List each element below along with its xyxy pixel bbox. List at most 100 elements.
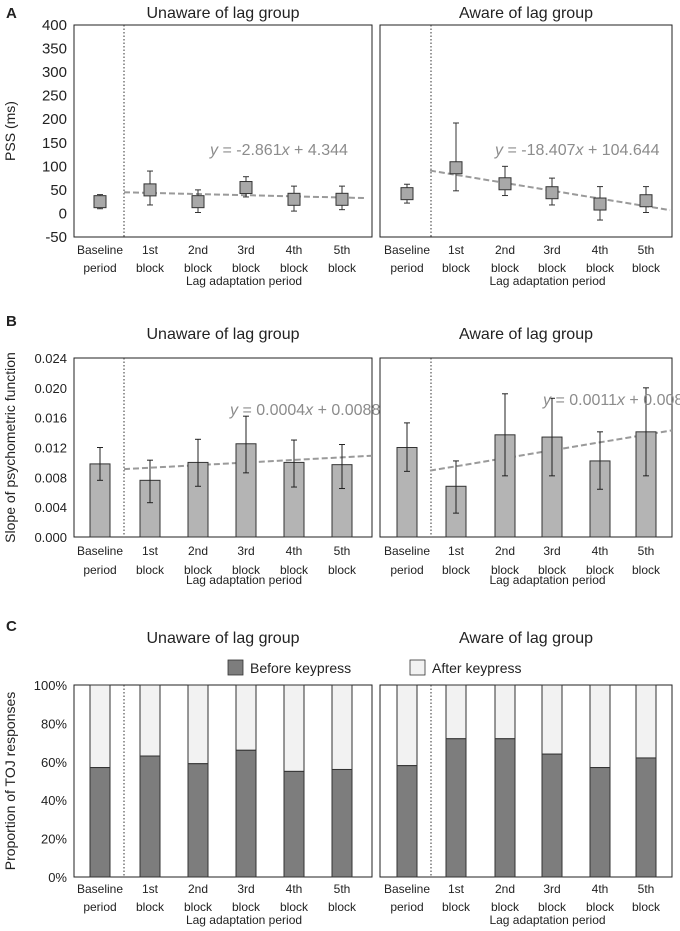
panel-label-C: C	[6, 618, 17, 635]
y-tick-label: 80%	[41, 716, 67, 731]
bar-before-keypress	[494, 738, 516, 878]
data-point	[239, 181, 253, 195]
y-axis-label: PSS (ms)	[2, 101, 18, 161]
x-axis-label: Lag adaptation period	[186, 573, 302, 587]
equation-part: x	[281, 142, 291, 159]
x-tick-label: block	[136, 261, 165, 275]
chart-title: Unaware of lag group	[147, 5, 300, 22]
y-tick-label: -50	[45, 229, 67, 246]
x-tick-label: 4th	[286, 544, 303, 558]
equation-part: = -18.407	[503, 142, 576, 159]
plot-frame	[379, 24, 673, 238]
bar-before-keypress	[396, 765, 418, 878]
x-tick-label: 2nd	[188, 882, 208, 896]
x-tick-label: block	[586, 261, 615, 275]
y-tick-label: 60%	[41, 755, 67, 770]
y-tick-label: 350	[42, 41, 67, 58]
x-tick-label: Baseline	[77, 544, 123, 558]
x-tick-label: 2nd	[495, 243, 515, 257]
x-tick-label: period	[390, 900, 423, 914]
x-axis-label: Lag adaptation period	[489, 573, 605, 587]
x-tick-label: Baseline	[384, 882, 430, 896]
bar-before-keypress	[235, 749, 257, 878]
trend-equation: y = 0.0004x + 0.0088	[229, 402, 380, 419]
equation-part: + 0.0088	[313, 402, 380, 419]
x-tick-label: 5th	[638, 243, 655, 257]
x-tick-label: block	[442, 261, 471, 275]
x-tick-label: block	[538, 563, 567, 577]
chart-title: Unaware of lag group	[147, 630, 300, 647]
data-point	[191, 195, 205, 209]
legend-swatch-after	[409, 659, 426, 676]
x-tick-label: block	[280, 563, 309, 577]
y-tick-label: 0.008	[34, 470, 67, 485]
x-tick-label: block	[328, 900, 357, 914]
x-tick-label: block	[184, 563, 213, 577]
chart-title: Aware of lag group	[459, 326, 593, 343]
data-point	[449, 161, 463, 175]
x-tick-label: block	[136, 900, 165, 914]
data-point	[93, 195, 107, 209]
x-tick-label: 5th	[638, 882, 655, 896]
x-tick-label: Baseline	[384, 544, 430, 558]
plot-frame	[73, 684, 373, 878]
bar-after-keypress	[331, 684, 353, 770]
y-tick-label: 20%	[41, 832, 67, 847]
legend-swatch-before	[227, 659, 244, 676]
plot-frame	[73, 24, 373, 238]
data-point	[593, 197, 607, 211]
bar-before-keypress	[187, 763, 209, 878]
x-tick-label: 2nd	[188, 243, 208, 257]
x-tick-label: Baseline	[77, 882, 123, 896]
bar-before-keypress	[89, 767, 111, 878]
y-tick-label: 0.020	[34, 381, 67, 396]
x-tick-label: Baseline	[384, 243, 430, 257]
x-tick-label: 5th	[334, 243, 351, 257]
equation-part: = -2.861	[218, 142, 282, 159]
bar-after-keypress	[139, 684, 161, 757]
chart-title: Aware of lag group	[459, 630, 593, 647]
x-tick-label: period	[390, 563, 423, 577]
equation-part: = 0.0004	[238, 402, 305, 419]
x-tick-label: 1st	[448, 243, 465, 257]
data-point	[639, 194, 653, 208]
x-tick-label: block	[632, 261, 661, 275]
trend-line	[123, 191, 367, 200]
data-point	[335, 192, 349, 206]
x-tick-label: 2nd	[188, 544, 208, 558]
bar-before-keypress	[541, 753, 563, 878]
x-axis-label: Lag adaptation period	[186, 913, 302, 927]
x-tick-label: 5th	[334, 544, 351, 558]
data-point	[400, 187, 414, 201]
y-tick-label: 150	[42, 135, 67, 152]
y-tick-label: 100%	[34, 678, 68, 693]
bar-before-keypress	[139, 755, 161, 878]
x-tick-label: block	[184, 261, 213, 275]
x-tick-label: period	[83, 563, 116, 577]
x-tick-label: block	[232, 900, 261, 914]
x-tick-label: period	[390, 261, 423, 275]
legend-label-before: Before keypress	[250, 660, 351, 676]
x-tick-label: Baseline	[77, 243, 123, 257]
x-tick-label: 4th	[592, 243, 609, 257]
x-tick-label: block	[442, 900, 471, 914]
equation-part: + 4.344	[290, 142, 348, 159]
x-tick-label: block	[232, 261, 261, 275]
equation-part: x	[575, 142, 585, 159]
data-point	[287, 192, 301, 206]
x-tick-label: 3rd	[543, 882, 560, 896]
x-tick-label: 3rd	[237, 544, 254, 558]
equation-part: x	[304, 402, 314, 419]
y-axis-label: Proportion of TOJ responses	[2, 692, 18, 870]
x-tick-label: block	[328, 261, 357, 275]
x-tick-label: block	[491, 900, 520, 914]
x-tick-label: 5th	[638, 544, 655, 558]
equation-part: y	[229, 402, 239, 419]
equation-part: y	[209, 142, 219, 159]
bar-after-keypress	[445, 684, 467, 740]
trend-equation: y = -2.861x + 4.344	[209, 142, 348, 159]
y-tick-label: 250	[42, 88, 67, 105]
trend-equation: y = 0.0011x + 0.0083	[542, 392, 680, 409]
x-axis-label: Lag adaptation period	[186, 274, 302, 288]
